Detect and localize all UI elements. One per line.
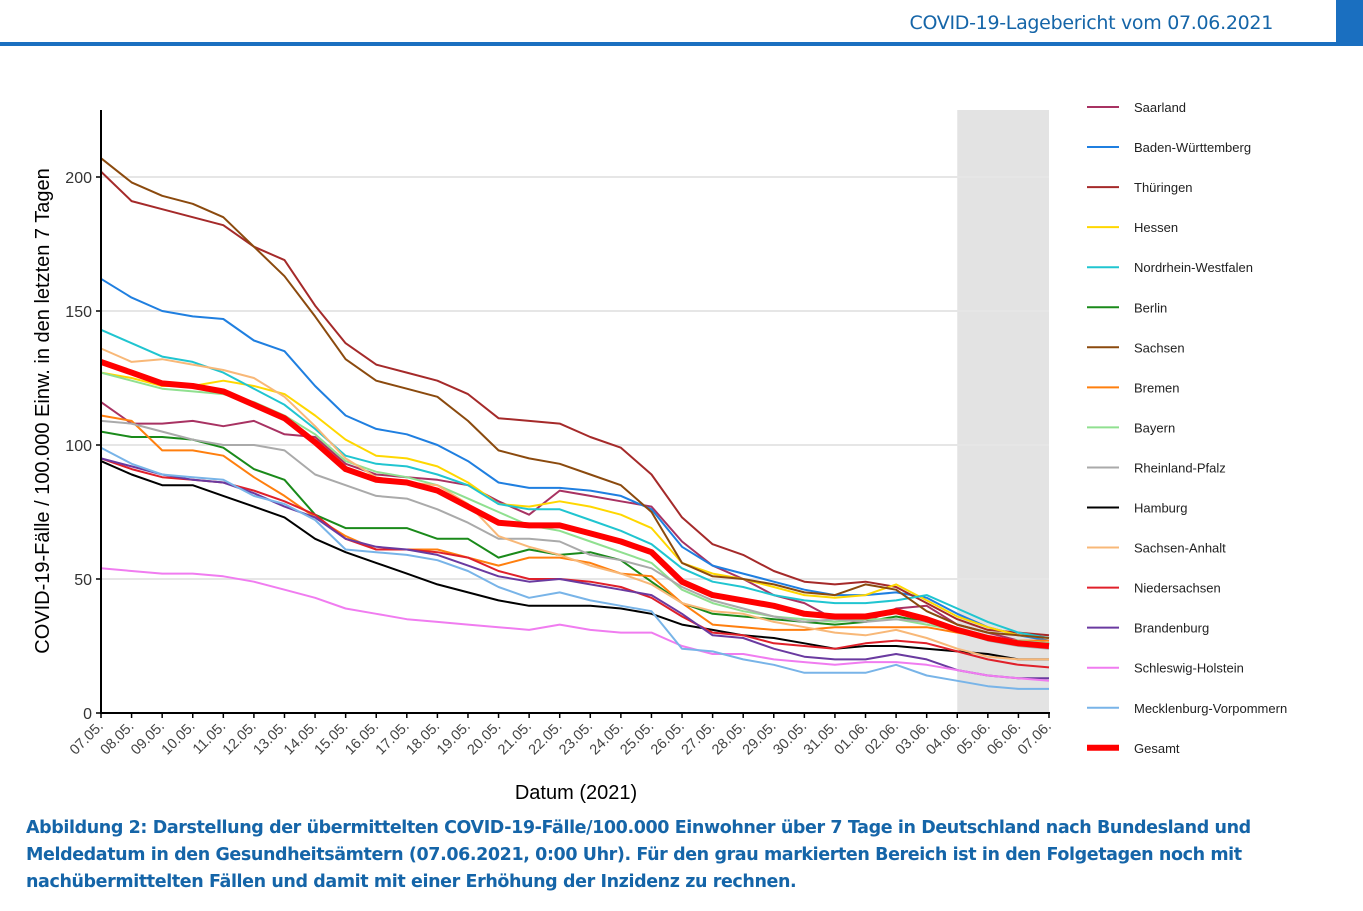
series-line-niedersachsen xyxy=(100,457,1050,669)
series-line-berlin xyxy=(100,430,1049,645)
legend-label: Baden-Württemberg xyxy=(1134,140,1251,155)
figure-caption: Abbildung 2: Darstellung der übermittelt… xyxy=(26,818,1251,892)
legend-item: Sachsen-Anhalt xyxy=(1087,541,1226,556)
x-tick-label: 04.06. xyxy=(923,719,963,759)
legend-item: Schleswig-Holstein xyxy=(1087,661,1244,676)
series-line-sachsen xyxy=(100,157,1050,639)
x-tick-label: 20.05. xyxy=(465,719,505,759)
y-tick-label: 200 xyxy=(65,170,92,187)
legend-item: Baden-Württemberg xyxy=(1087,140,1251,155)
header-divider xyxy=(0,42,1336,46)
legend-item: Bremen xyxy=(1087,380,1180,395)
legend-label: Sachsen-Anhalt xyxy=(1134,541,1226,556)
legend-item: Gesamt xyxy=(1087,741,1180,756)
legend-label: Hamburg xyxy=(1134,501,1187,516)
legend-label: Berlin xyxy=(1134,300,1167,315)
series-line-brandenburg xyxy=(100,457,1049,680)
x-tick-label: 30.05. xyxy=(770,719,810,759)
legend-label: Sachsen xyxy=(1134,340,1185,355)
legend-item: Hessen xyxy=(1087,220,1178,235)
legend-item: Bayern xyxy=(1087,420,1175,435)
header-accent-box xyxy=(1336,0,1363,46)
shaded-incomplete-region xyxy=(957,110,1049,713)
legend-item: Brandenburg xyxy=(1087,621,1209,636)
legend-label: Gesamt xyxy=(1134,741,1180,756)
series-line-rheinland-pfalz xyxy=(100,419,1050,650)
legend-item: Saarland xyxy=(1087,100,1186,115)
legend-item: Berlin xyxy=(1087,300,1167,315)
series-line-baden-w-rttemberg xyxy=(100,277,1050,642)
legend-item: Nordrhein-Westfalen xyxy=(1087,260,1253,275)
x-tick-label: 21.05. xyxy=(495,719,535,759)
report-title: COVID-19-Lagebericht vom 07.06.2021 xyxy=(909,12,1273,34)
legend-label: Mecklenburg-Vorpommern xyxy=(1134,701,1287,716)
x-tick-label: 02.06. xyxy=(862,719,902,759)
series-line-hessen xyxy=(100,371,1050,639)
y-tick-label: 0 xyxy=(83,706,92,723)
legend-label: Saarland xyxy=(1134,100,1186,115)
x-tick-label: 26.05. xyxy=(648,719,688,759)
x-tick-label: 18.05. xyxy=(403,719,443,759)
x-tick-label: 10.05. xyxy=(159,719,199,759)
incidence-line-chart: 05010015020007.05.08.05.09.05.10.05.11.0… xyxy=(32,100,1287,804)
x-tick-label: 27.05. xyxy=(679,719,719,759)
x-tick-label: 22.05. xyxy=(526,719,566,759)
x-tick-label: 14.05. xyxy=(281,719,321,759)
x-tick-label: 25.05. xyxy=(617,719,657,759)
x-tick-label: 16.05. xyxy=(342,719,382,759)
x-tick-label: 23.05. xyxy=(556,719,596,759)
legend-label: Hessen xyxy=(1134,220,1178,235)
series-line-saarland xyxy=(100,401,1050,645)
x-tick-label: 07.06. xyxy=(1015,719,1055,759)
legend-label: Bremen xyxy=(1134,380,1180,395)
legend-label: Rheinland-Pfalz xyxy=(1134,460,1226,475)
y-tick-label: 150 xyxy=(65,304,92,321)
x-tick-label: 06.06. xyxy=(984,719,1024,759)
x-tick-label: 05.06. xyxy=(954,719,994,759)
x-tick-label: 09.05. xyxy=(128,719,168,759)
x-tick-label: 28.05. xyxy=(709,719,749,759)
legend-label: Nordrhein-Westfalen xyxy=(1134,260,1253,275)
legend-label: Schleswig-Holstein xyxy=(1134,661,1244,676)
series-line-bayern xyxy=(100,371,1050,645)
x-tick-label: 08.05. xyxy=(98,719,138,759)
legend-label: Niedersachsen xyxy=(1134,581,1221,596)
legend-item: Sachsen xyxy=(1087,340,1185,355)
x-tick-label: 24.05. xyxy=(587,719,627,759)
legend-label: Brandenburg xyxy=(1134,621,1209,636)
legend-label: Bayern xyxy=(1134,420,1175,435)
y-tick-label: 50 xyxy=(74,572,92,589)
y-axis-label: COVID-19-Fälle / 100.000 Einw. in den le… xyxy=(32,168,54,653)
series-line-schleswig-holstein xyxy=(100,567,1050,682)
legend-label: Thüringen xyxy=(1134,180,1193,195)
y-tick-label: 100 xyxy=(65,438,92,455)
series-line-nordrhein-westfalen xyxy=(100,328,1050,639)
series-line-mecklenburg-vorpommern xyxy=(100,446,1049,690)
x-tick-label: 03.06. xyxy=(893,719,933,759)
x-tick-label: 07.05. xyxy=(67,719,107,759)
x-tick-label: 19.05. xyxy=(434,719,474,759)
x-axis-label: Datum (2021) xyxy=(515,782,637,804)
x-tick-label: 01.06. xyxy=(832,719,872,759)
legend-item: Thüringen xyxy=(1087,180,1193,195)
legend-item: Hamburg xyxy=(1087,501,1187,516)
x-tick-label: 12.05. xyxy=(220,719,260,759)
x-tick-label: 29.05. xyxy=(740,719,780,759)
series-line-sachsen-anhalt xyxy=(100,347,1049,661)
legend-item: Niedersachsen xyxy=(1087,581,1221,596)
x-tick-label: 15.05. xyxy=(312,719,352,759)
x-tick-label: 17.05. xyxy=(373,719,413,759)
x-tick-label: 13.05. xyxy=(250,719,290,759)
series-line-gesamt xyxy=(100,359,1050,649)
x-tick-label: 31.05. xyxy=(801,719,841,759)
legend-item: Mecklenburg-Vorpommern xyxy=(1087,701,1287,716)
series-line-hamburg xyxy=(100,460,1049,661)
series-line-th-ringen xyxy=(100,170,1050,637)
legend-item: Rheinland-Pfalz xyxy=(1087,460,1226,475)
